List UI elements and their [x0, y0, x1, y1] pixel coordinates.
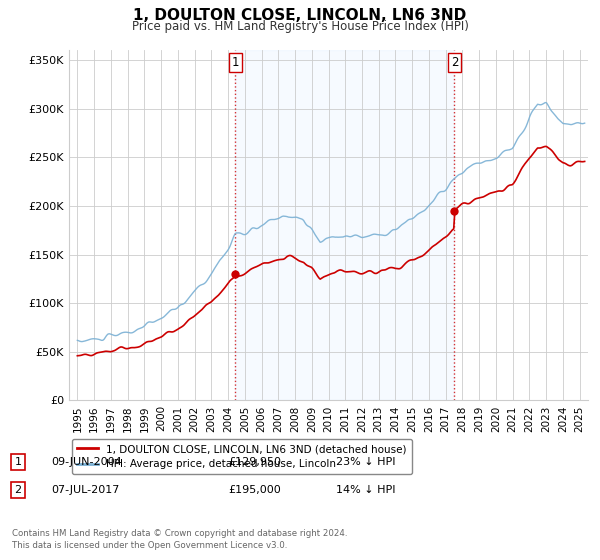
Bar [235, 50, 454, 400]
Text: 14% ↓ HPI: 14% ↓ HPI [336, 485, 395, 495]
Text: 1: 1 [14, 457, 22, 467]
Legend: 1, DOULTON CLOSE, LINCOLN, LN6 3ND (detached house), HPI: Average price, detache: 1, DOULTON CLOSE, LINCOLN, LN6 3ND (deta… [71, 439, 412, 474]
Text: 2: 2 [451, 55, 458, 69]
Text: Contains HM Land Registry data © Crown copyright and database right 2024.
This d: Contains HM Land Registry data © Crown c… [12, 529, 347, 550]
Text: 2: 2 [14, 485, 22, 495]
Text: 09-JUN-2004: 09-JUN-2004 [51, 457, 122, 467]
Text: 1, DOULTON CLOSE, LINCOLN, LN6 3ND: 1, DOULTON CLOSE, LINCOLN, LN6 3ND [133, 8, 467, 24]
Text: 07-JUL-2017: 07-JUL-2017 [51, 485, 119, 495]
Text: £129,950: £129,950 [228, 457, 281, 467]
Text: 1: 1 [232, 55, 239, 69]
Text: 23% ↓ HPI: 23% ↓ HPI [336, 457, 395, 467]
Text: £195,000: £195,000 [228, 485, 281, 495]
Text: Price paid vs. HM Land Registry's House Price Index (HPI): Price paid vs. HM Land Registry's House … [131, 20, 469, 33]
